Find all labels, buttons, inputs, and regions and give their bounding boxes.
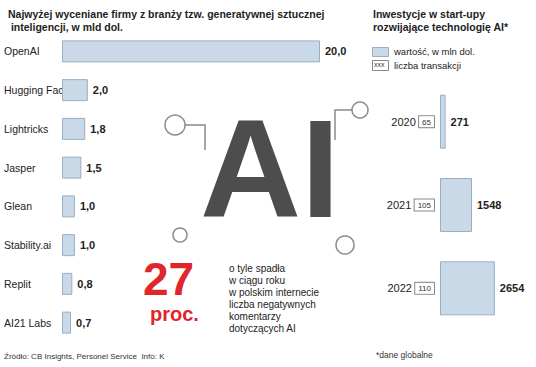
svg-text:2,0: 2,0 [93,84,108,96]
svg-text:AI21 Labs: AI21 Labs [4,317,51,329]
svg-text:*dane globalne: *dane globalne [376,350,433,360]
svg-text:Glean: Glean [4,200,32,212]
svg-text:0,8: 0,8 [77,278,92,290]
svg-text:OpenAI: OpenAI [4,45,40,57]
svg-text:Najwyżej wyceniane firmy z bra: Najwyżej wyceniane firmy z branży tzw. g… [8,8,325,20]
svg-text:27: 27 [143,253,194,305]
svg-text:wartość, w mln dol.: wartość, w mln dol. [393,46,475,57]
svg-text:20,0: 20,0 [325,45,346,57]
svg-text:Replit: Replit [4,278,31,290]
svg-text:1,5: 1,5 [86,162,101,174]
svg-text:proc.: proc. [150,303,199,325]
svg-text:w polskim internecie: w polskim internecie [228,287,319,298]
svg-text:105: 105 [418,201,432,210]
svg-text:rozwijające technologię AI*: rozwijające technologię AI* [373,21,509,33]
svg-text:w ciągu roku: w ciągu roku [228,275,285,286]
svg-text:inteligencji, w mld dol.: inteligencji, w mld dol. [8,21,123,33]
svg-text:1,8: 1,8 [90,123,105,135]
svg-text:1,0: 1,0 [80,239,95,251]
svg-text:Inwestycje w start-upy: Inwestycje w start-upy [373,8,488,20]
svg-text:Źródło: CB Insights, Personel: Źródło: CB Insights, Personel Service In… [4,352,165,361]
svg-text:Stability.ai: Stability.ai [4,239,51,251]
svg-text:o tyle spadła: o tyle spadła [229,263,286,274]
svg-text:AI: AI [200,90,340,247]
svg-text:Hugging Face: Hugging Face [4,84,70,96]
svg-text:Lightricks: Lightricks [4,123,48,135]
svg-text:xxx: xxx [374,61,385,68]
svg-text:271: 271 [451,116,469,128]
svg-text:1,0: 1,0 [80,200,95,212]
svg-text:1548: 1548 [477,199,501,211]
svg-text:liczba transakcji: liczba transakcji [394,60,461,71]
svg-text:2020: 2020 [391,116,415,128]
svg-text:2654: 2654 [500,282,525,294]
svg-text:2022: 2022 [387,282,411,294]
svg-text:dotyczących AI: dotyczących AI [229,323,296,334]
svg-text:2021: 2021 [387,199,411,211]
svg-text:liczba negatywnych: liczba negatywnych [229,299,316,310]
svg-text:Jasper: Jasper [4,162,36,174]
svg-text:65: 65 [422,118,431,127]
svg-text:110: 110 [418,284,431,293]
svg-text:komentarzy: komentarzy [229,311,281,322]
svg-text:0,7: 0,7 [76,317,91,329]
